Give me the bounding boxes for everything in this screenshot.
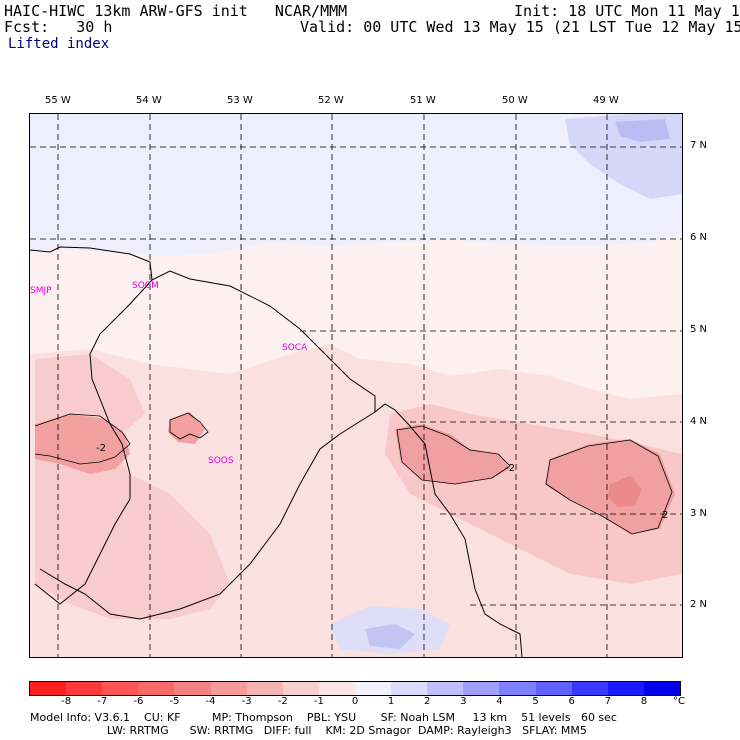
- stable-core-ne: [615, 119, 670, 142]
- model-info-line1: Model Info: V3.6.1 CU: KF MP: Thompson P…: [30, 711, 617, 724]
- lon-label: 52 W: [318, 95, 344, 106]
- field-name: Lifted index: [8, 36, 110, 52]
- lat-label: 3 N: [690, 508, 708, 519]
- station-label: SOCA: [282, 343, 308, 353]
- colorbar-segment: [174, 682, 211, 695]
- lon-label: 54 W: [136, 95, 162, 106]
- colorbar-tick-label: -1: [313, 696, 324, 707]
- colorbar-segment: [463, 682, 500, 695]
- border-line: [34, 279, 153, 605]
- station-label: SOOS: [208, 456, 234, 466]
- stable-region-north: [30, 114, 682, 256]
- colorbar-tick-label: 5: [532, 696, 539, 707]
- lifted-index-field: SMJP SOCM SOCA SOOS -2 -2 2: [30, 114, 682, 657]
- colorbar-segment: [246, 682, 283, 695]
- fcst-label: Fcst:: [4, 18, 50, 36]
- colorbar-segment: [282, 682, 319, 695]
- colorbar-segment: [427, 682, 464, 695]
- colorbar-segment: [30, 682, 67, 695]
- lat-label: 5 N: [690, 324, 708, 335]
- lon-label: 50 W: [502, 95, 528, 106]
- lat-label: 2 N: [690, 599, 708, 610]
- colorbar-tick-label: -8: [61, 696, 72, 707]
- colorbar-segment: [499, 682, 536, 695]
- colorbar-tick-label: -5: [169, 696, 180, 707]
- colorbar-tick-label: 4: [496, 696, 503, 707]
- forecast-hour-label: Fcst: 30 h: [4, 19, 112, 36]
- colorbar-segment: [210, 682, 247, 695]
- station-label: SMJP: [30, 286, 52, 296]
- contour-line: [169, 412, 209, 440]
- lat-label: 7 N: [690, 140, 708, 151]
- lat-label: 6 N: [690, 232, 708, 243]
- model-info-line2: LW: RRTMG SW: RRTMG DIFF: full KM: 2D Sm…: [30, 724, 587, 737]
- colorbar-segment: [607, 682, 644, 695]
- colorbar-segment: [354, 682, 392, 695]
- contour-line: [34, 413, 131, 465]
- colorbar-segment: [138, 682, 175, 695]
- valid-time: Valid: 00 UTC Wed 13 May 15 (21 LST Tue …: [300, 18, 740, 36]
- stable-core-south: [365, 624, 415, 649]
- colorbar-tick-label: -6: [133, 696, 144, 707]
- contour-label: -2: [505, 463, 515, 474]
- colorbar-segment: [66, 682, 103, 695]
- lon-label: 49 W: [593, 95, 619, 106]
- colorbar-segment: [571, 682, 608, 695]
- lon-label: 51 W: [410, 95, 436, 106]
- contour-line: [396, 425, 511, 485]
- colorbar-segment: [102, 682, 139, 695]
- colorbar-tick-label: -2: [277, 696, 288, 707]
- colorbar-segment: [391, 682, 428, 695]
- colorbar-tick-label: -7: [97, 696, 108, 707]
- station-label: SOCM: [132, 281, 159, 291]
- colorbar-tick-label: 8: [640, 696, 648, 707]
- contour-line: [545, 439, 673, 535]
- colorbar-tick-label: 6: [568, 696, 575, 707]
- fcst-value: 30 h: [76, 18, 113, 36]
- contour-label: 2: [662, 510, 668, 521]
- colorbar-segment: [535, 682, 572, 695]
- colorbar-segment: [643, 682, 680, 695]
- colorbar-unit: °C: [673, 696, 685, 707]
- lat-label: 4 N: [690, 416, 708, 427]
- colorbar-tick-label: 0: [351, 696, 359, 707]
- map-panel: SMJP SOCM SOCA SOOS -2 -2 2: [29, 113, 683, 658]
- colorbar: [29, 681, 681, 696]
- border-line: [39, 411, 376, 620]
- model-title: HAIC-HIWC 13km ARW-GFS init NCAR/MMM: [4, 2, 348, 20]
- colorbar-tick-label: 1: [387, 696, 395, 707]
- unstable-peak-east: [608, 476, 642, 507]
- graticule: [30, 114, 682, 657]
- colorbar-tick-label: 2: [424, 696, 431, 707]
- lon-label: 55 W: [45, 95, 71, 106]
- colorbar-tick-label: 3: [460, 696, 467, 707]
- colorbar-segment: [318, 682, 355, 695]
- colorbar-tick-label: -4: [205, 696, 216, 707]
- lon-label: 53 W: [227, 95, 253, 106]
- colorbar-tick-label: 7: [604, 696, 611, 707]
- contour-label: -2: [96, 443, 106, 454]
- init-time: Init: 18 UTC Mon 11 May 15: [514, 2, 740, 20]
- colorbar-tick-label: -3: [241, 696, 252, 707]
- unstable-core-west: [35, 414, 130, 474]
